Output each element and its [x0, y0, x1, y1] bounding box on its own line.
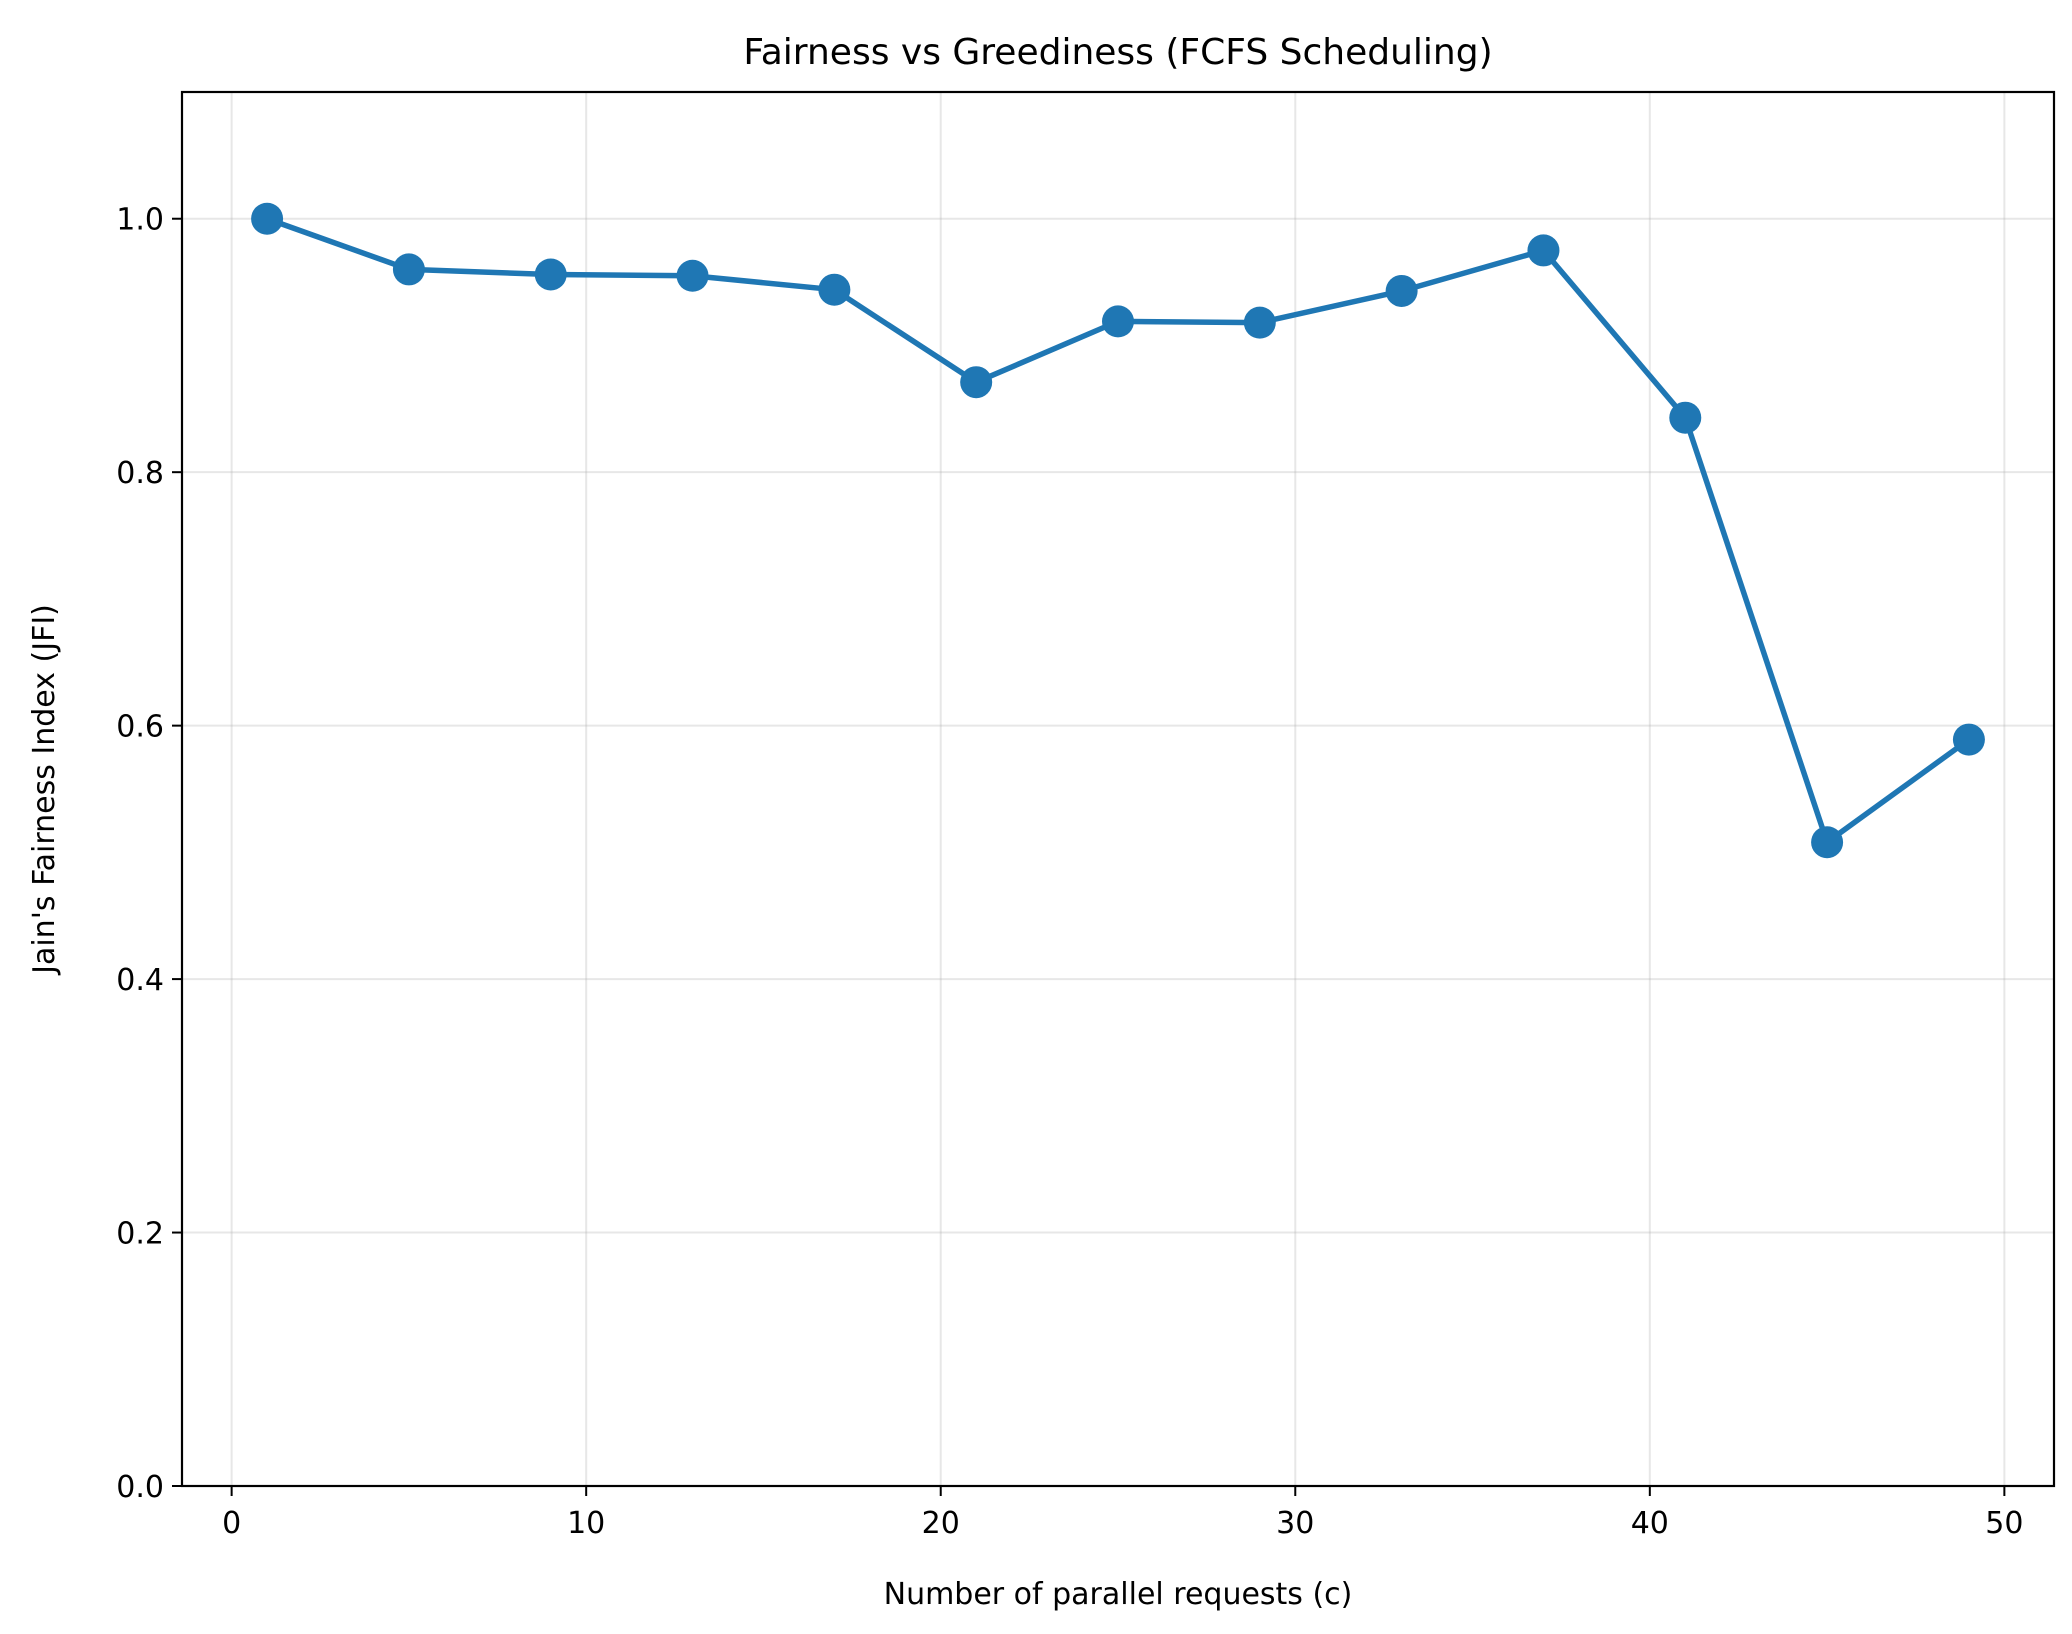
- data-point: [676, 259, 709, 292]
- data-point: [1102, 305, 1134, 338]
- data-series: [251, 202, 1985, 859]
- data-point: [818, 273, 851, 306]
- x-tick-label: 30: [1276, 1506, 1314, 1541]
- y-tick-label: 0.4: [116, 963, 164, 998]
- y-tick-label: 1.0: [116, 203, 164, 238]
- data-point: [534, 258, 567, 291]
- x-tick-label: 40: [1631, 1506, 1669, 1541]
- y-tick-label: 0.2: [116, 1217, 164, 1252]
- data-point: [1243, 306, 1276, 339]
- x-tick-label: 10: [567, 1506, 605, 1541]
- chart-title: Fairness vs Greediness (FCFS Scheduling): [743, 32, 1492, 73]
- data-point: [1811, 826, 1844, 859]
- data-point: [392, 253, 425, 286]
- data-point: [251, 202, 284, 235]
- axis-ticks: 0 10 20 30 40 50 0.0 0.2 0.4 0.6 0.8 1.0: [116, 203, 2023, 1541]
- data-point: [1952, 723, 1985, 756]
- x-tick-label: 50: [1985, 1506, 2023, 1541]
- data-point: [1385, 274, 1418, 307]
- data-point: [1527, 234, 1560, 267]
- y-tick-label: 0.0: [116, 1470, 164, 1505]
- data-point: [960, 366, 993, 399]
- y-tick-label: 0.6: [116, 710, 164, 745]
- x-tick-label: 20: [922, 1506, 960, 1541]
- data-point: [1669, 401, 1702, 434]
- y-axis-label: Jain's Fairness Index (JFI): [27, 604, 62, 976]
- plot-frame: [180, 90, 2056, 1488]
- y-tick-label: 0.8: [116, 456, 164, 491]
- x-axis-label: Number of parallel requests (c): [884, 1577, 1353, 1612]
- x-tick-label: 0: [222, 1506, 241, 1541]
